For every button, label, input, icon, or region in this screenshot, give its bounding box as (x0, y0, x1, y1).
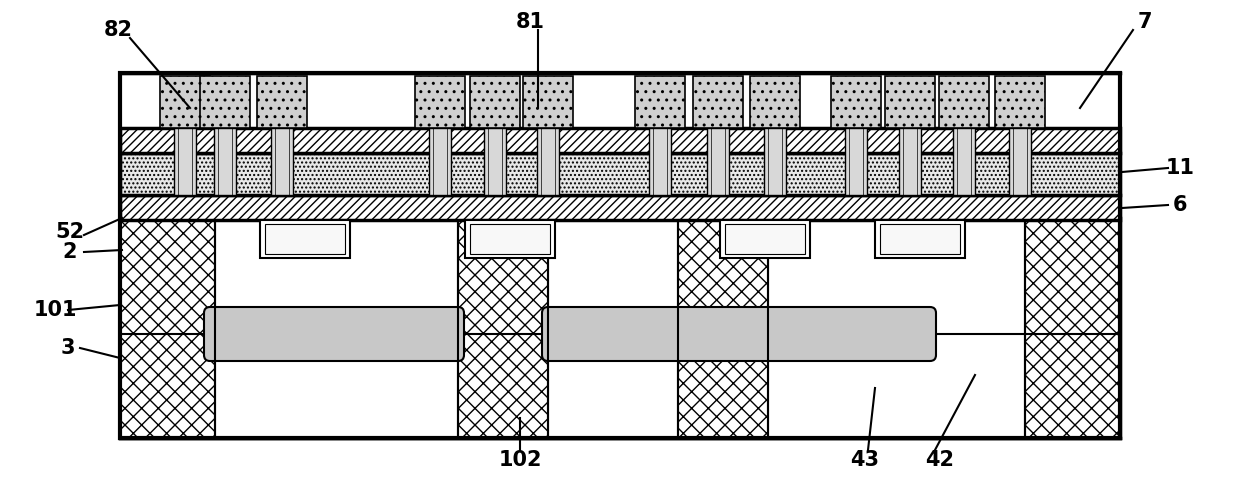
Text: 81: 81 (516, 12, 544, 32)
Bar (458, 218, 548, 438)
Bar (272, 128, 293, 195)
Bar (831, 76, 880, 128)
Text: 2: 2 (63, 242, 77, 262)
Bar (939, 76, 990, 128)
Bar (174, 128, 196, 195)
Bar (764, 128, 786, 195)
Bar (954, 128, 975, 195)
Text: 3: 3 (61, 338, 76, 358)
Text: 82: 82 (103, 20, 133, 40)
Bar (260, 220, 350, 258)
Bar (707, 128, 729, 195)
Bar (635, 76, 684, 128)
Bar (120, 73, 1120, 438)
Bar (885, 76, 935, 128)
Bar (429, 128, 451, 195)
Bar (265, 224, 345, 254)
Text: 7: 7 (1138, 12, 1152, 32)
Bar (120, 153, 1120, 195)
Bar (120, 218, 1120, 438)
FancyBboxPatch shape (205, 307, 464, 361)
Text: 52: 52 (56, 222, 84, 242)
Text: 42: 42 (925, 450, 955, 470)
Bar (875, 220, 965, 258)
Bar (523, 76, 573, 128)
Text: 11: 11 (1166, 158, 1194, 178)
Bar (470, 224, 551, 254)
Bar (470, 76, 520, 128)
Bar (120, 128, 1120, 153)
Bar (537, 128, 559, 195)
Bar (880, 224, 960, 254)
Bar (725, 224, 805, 254)
Text: 101: 101 (33, 300, 77, 320)
Text: 43: 43 (851, 450, 879, 470)
FancyBboxPatch shape (542, 307, 936, 361)
Bar (693, 76, 743, 128)
Bar (720, 220, 810, 258)
Text: 6: 6 (1173, 195, 1187, 215)
Bar (218, 315, 450, 353)
Bar (465, 220, 556, 258)
Bar (215, 128, 236, 195)
Bar (120, 195, 1120, 220)
Bar (257, 76, 308, 128)
Bar (1025, 218, 1120, 438)
Bar (1009, 128, 1030, 195)
Bar (678, 218, 768, 438)
Bar (484, 128, 506, 195)
Bar (160, 76, 210, 128)
Bar (415, 76, 465, 128)
Bar (750, 76, 800, 128)
Bar (200, 76, 250, 128)
Text: 102: 102 (498, 450, 542, 470)
Bar (556, 315, 923, 353)
Bar (899, 128, 921, 195)
Bar (844, 128, 867, 195)
Bar (994, 76, 1045, 128)
Bar (649, 128, 671, 195)
Bar (120, 218, 215, 438)
